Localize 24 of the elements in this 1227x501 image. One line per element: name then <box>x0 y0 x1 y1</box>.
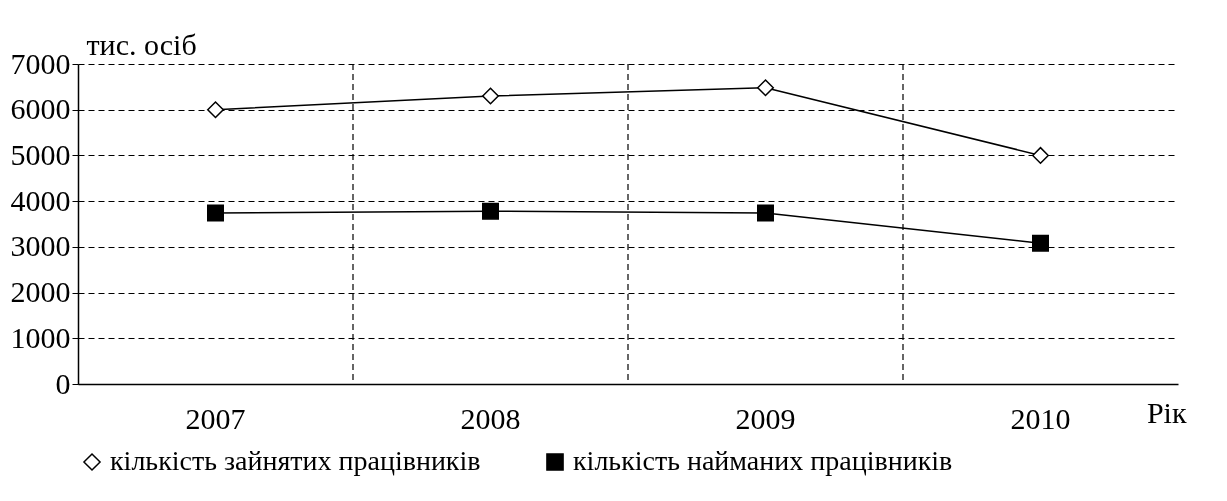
point <box>757 79 774 97</box>
x-tick-label: 2009 <box>735 401 796 435</box>
y-axis-title: тис. осіб <box>86 27 197 61</box>
y-tick-label: 1000 <box>10 320 71 354</box>
legend-label: кількість зайнятих працівників <box>110 445 481 476</box>
x-tick-label: 2007 <box>185 401 246 435</box>
y-tick-label: 6000 <box>10 92 71 126</box>
point <box>482 202 499 220</box>
legend-label: кількість найманих працівників <box>573 445 953 476</box>
point <box>757 204 774 222</box>
y-tick-label: 4000 <box>10 183 71 217</box>
y-tick-label: 3000 <box>10 229 71 263</box>
y-tick-label: 0 <box>55 366 71 400</box>
y-tick-label: 5000 <box>10 137 71 171</box>
point <box>1032 146 1049 164</box>
point <box>482 87 499 105</box>
x-tick-label: 2008 <box>460 401 521 435</box>
y-tick-label: 2000 <box>10 275 71 309</box>
point <box>207 204 224 222</box>
point <box>1032 234 1049 252</box>
x-tick-label: 2010 <box>1010 401 1071 435</box>
point <box>207 101 224 119</box>
y-tick-label: 7000 <box>10 46 71 80</box>
x-axis-title: Рік <box>1146 395 1187 429</box>
